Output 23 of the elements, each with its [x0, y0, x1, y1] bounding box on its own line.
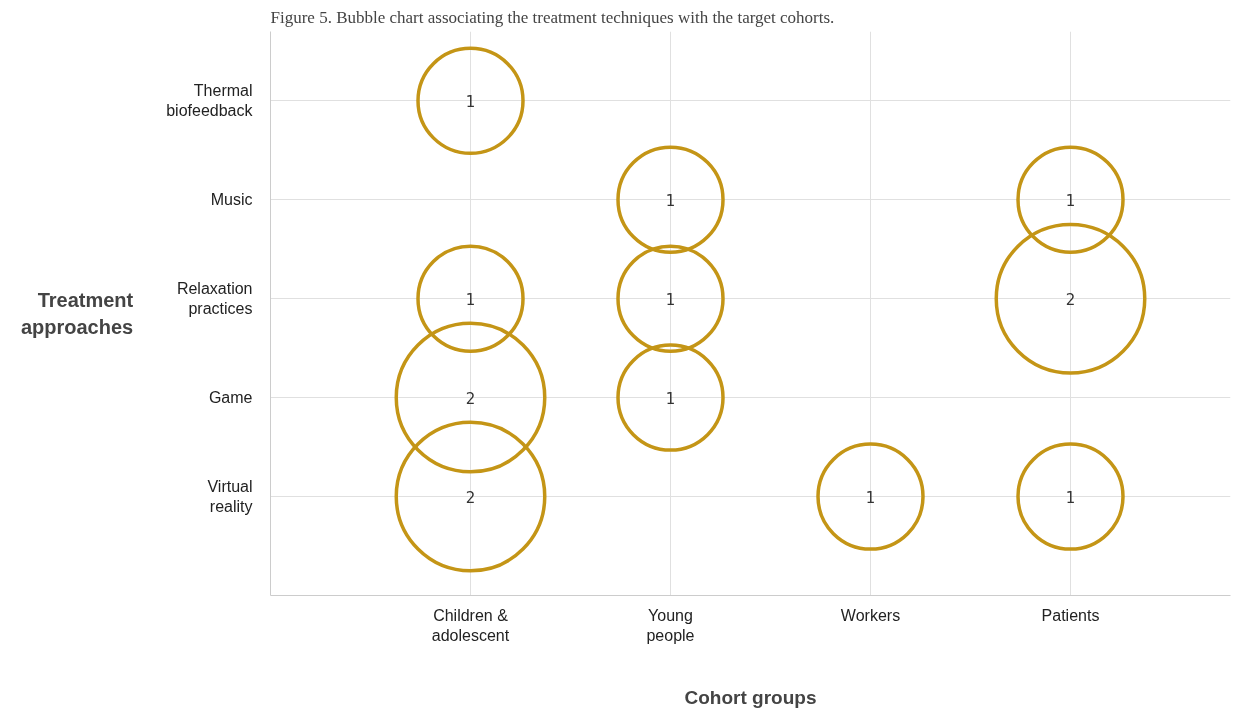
data-label: 1 [665, 191, 676, 210]
data-label: 2 [465, 389, 476, 408]
data-label: 1 [465, 290, 476, 309]
data-label: 1 [1065, 191, 1076, 210]
data-label: 1 [665, 389, 676, 408]
data-label: 2 [465, 488, 476, 507]
x-tick-label: Patients [1041, 606, 1100, 624]
y-tick-label: Thermal biofeedback [166, 82, 254, 120]
x-axis-title: Cohort groups [684, 686, 817, 708]
x-tick-label: Children & adolescent [431, 606, 510, 644]
chart-title: Figure 5. Bubble chart associating the treatment techniques with the target cohorts. [270, 7, 835, 27]
x-tick-label: Workers [840, 606, 901, 624]
data-label: 2 [1065, 290, 1076, 309]
data-label: 1 [865, 488, 876, 507]
data-label: 1 [465, 92, 476, 111]
y-tick-label: Game [208, 389, 253, 407]
data-label: 1 [665, 290, 676, 309]
y-tick-label: Music [210, 191, 253, 209]
y-tick-label: Relaxation practices [176, 279, 253, 318]
y-axis-title: Treatment approaches [20, 289, 134, 338]
data-label: 1 [1065, 488, 1076, 507]
x-tick-label: Young people [646, 606, 695, 644]
y-tick-label: Virtual reality [207, 477, 253, 516]
